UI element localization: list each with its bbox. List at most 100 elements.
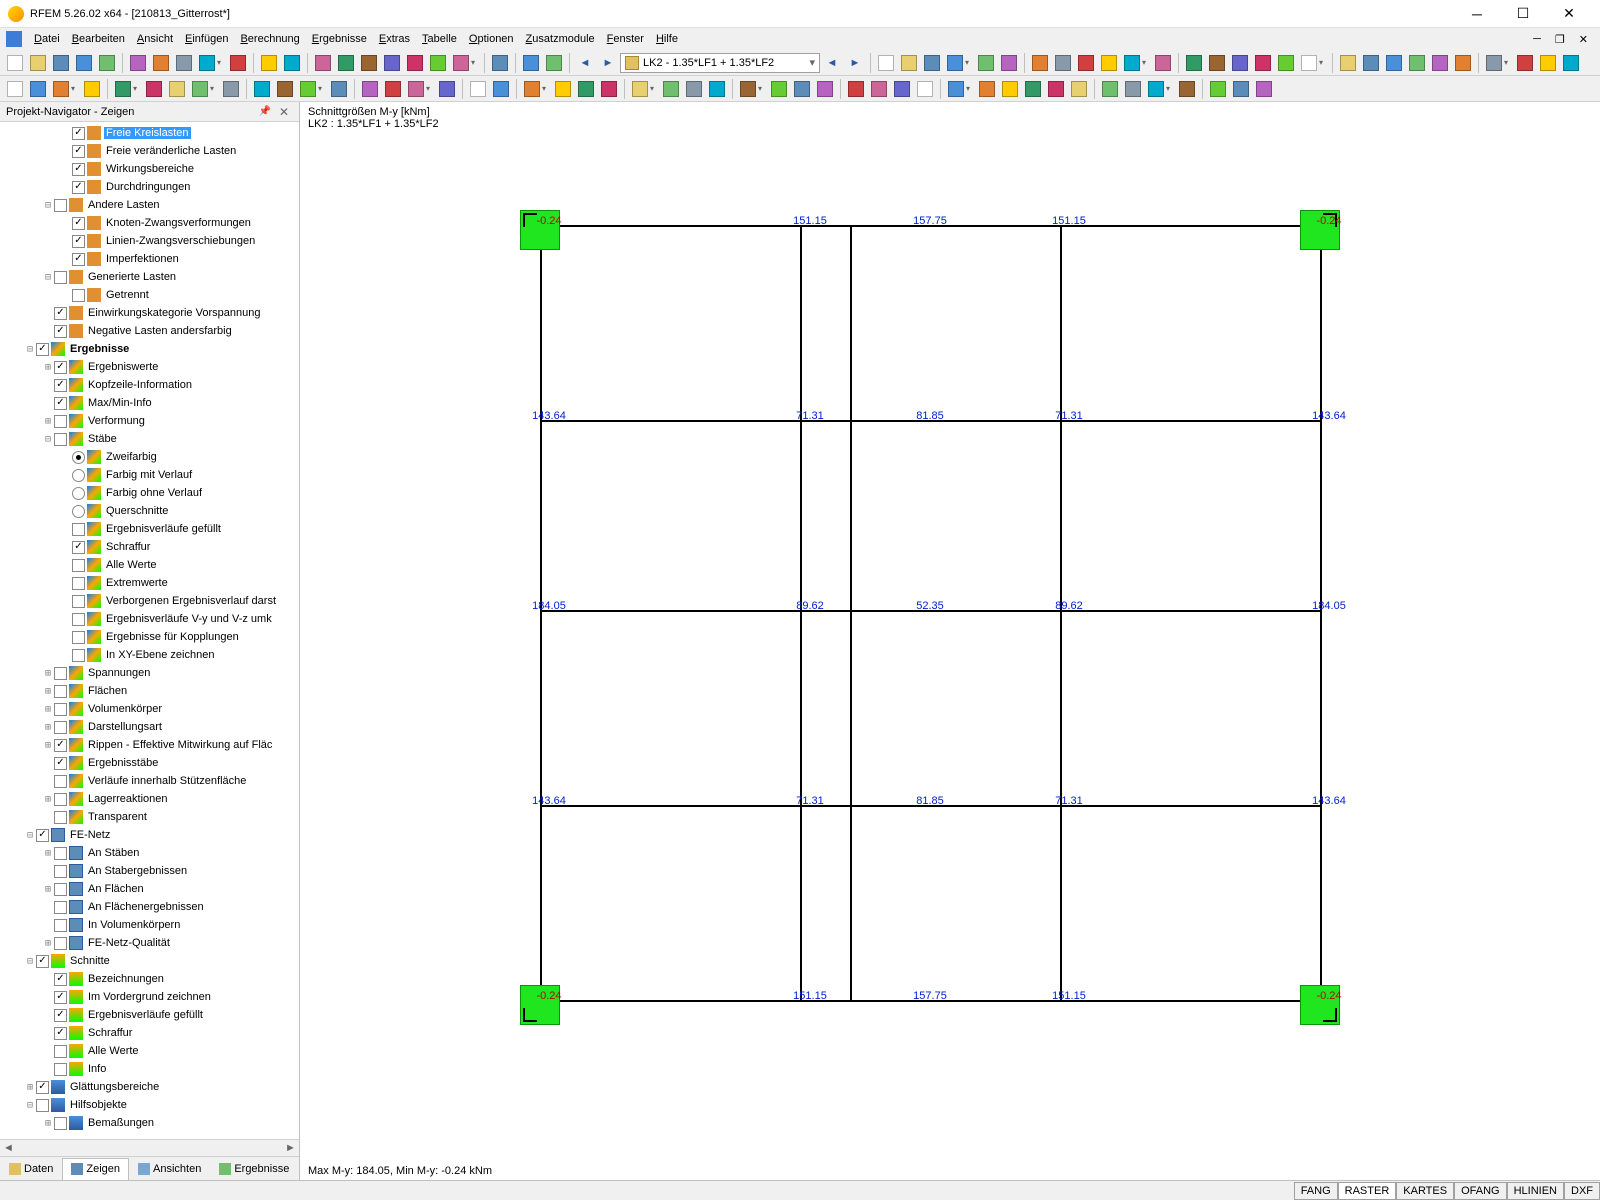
toolbar-button[interactable] — [1183, 52, 1205, 74]
toolbar-button[interactable] — [1068, 78, 1090, 100]
system-icon[interactable] — [6, 31, 22, 47]
menu-extras[interactable]: Extras — [373, 31, 416, 47]
toolbar-button[interactable] — [1514, 52, 1536, 74]
checkbox-icon[interactable] — [54, 361, 67, 374]
radio-icon[interactable] — [72, 451, 85, 464]
checkbox-icon[interactable] — [72, 559, 85, 572]
tree-item[interactable]: Verborgenen Ergebnisverlauf darst — [0, 592, 299, 610]
checkbox-icon[interactable] — [36, 1081, 49, 1094]
toolbar-button[interactable]: ▾ — [297, 78, 327, 100]
tree-item[interactable]: Imperfektionen — [0, 250, 299, 268]
nav-arrow[interactable]: ◄ — [821, 52, 843, 74]
checkbox-icon[interactable] — [54, 1063, 67, 1076]
checkbox-icon[interactable] — [72, 289, 85, 302]
toolbar-button[interactable]: ▾ — [1121, 52, 1151, 74]
status-raster[interactable]: RASTER — [1338, 1182, 1397, 1200]
tree-item[interactable]: Extremwerte — [0, 574, 299, 592]
toolbar-button[interactable] — [81, 78, 103, 100]
checkbox-icon[interactable] — [54, 415, 67, 428]
checkbox-icon[interactable] — [54, 703, 67, 716]
tree-item[interactable]: Verläufe innerhalb Stützenfläche — [0, 772, 299, 790]
tree-item[interactable]: ⊞Ergebniswerte — [0, 358, 299, 376]
tree-item[interactable]: Durchdringungen — [0, 178, 299, 196]
toolbar-button[interactable] — [706, 78, 728, 100]
tree-item[interactable]: ⊟Stäbe — [0, 430, 299, 448]
tree-item[interactable]: ⊟Ergebnisse — [0, 340, 299, 358]
checkbox-icon[interactable] — [72, 145, 85, 158]
toolbar-button[interactable] — [335, 52, 357, 74]
toolbar-button[interactable] — [1537, 52, 1559, 74]
toolbar-button[interactable] — [1045, 78, 1067, 100]
checkbox-icon[interactable] — [54, 325, 67, 338]
checkbox-icon[interactable] — [54, 379, 67, 392]
toolbar-button[interactable] — [598, 78, 620, 100]
toolbar-button[interactable] — [358, 52, 380, 74]
toolbar-button[interactable]: ▾ — [737, 78, 767, 100]
menu-bearbeiten[interactable]: Bearbeiten — [66, 31, 131, 47]
tree-item[interactable]: ⊞Volumenkörper — [0, 700, 299, 718]
checkbox-icon[interactable] — [72, 595, 85, 608]
checkbox-icon[interactable] — [72, 523, 85, 536]
status-dxf[interactable]: DXF — [1564, 1182, 1600, 1200]
tree-item[interactable]: Linien-Zwangsverschiebungen — [0, 232, 299, 250]
tree-item[interactable]: ⊟Andere Lasten — [0, 196, 299, 214]
maximize-button[interactable]: ☐ — [1500, 0, 1546, 28]
radio-icon[interactable] — [72, 487, 85, 500]
toolbar-button[interactable] — [976, 78, 998, 100]
toolbar-button[interactable] — [1230, 78, 1252, 100]
toolbar-button[interactable] — [427, 52, 449, 74]
tree-item[interactable]: Freie Kreislasten — [0, 124, 299, 142]
toolbar-button[interactable] — [1383, 52, 1405, 74]
toolbar-button[interactable] — [312, 52, 334, 74]
toolbar-button[interactable]: ▾ — [1298, 52, 1328, 74]
tree-item[interactable]: Schraffur — [0, 538, 299, 556]
checkbox-icon[interactable] — [72, 217, 85, 230]
mdi-restore[interactable]: ❐ — [1549, 31, 1571, 48]
toolbar-button[interactable] — [1207, 78, 1229, 100]
checkbox-icon[interactable] — [54, 883, 67, 896]
tree-item[interactable]: Im Vordergrund zeichnen — [0, 988, 299, 1006]
checkbox-icon[interactable] — [54, 811, 67, 824]
toolbar-button[interactable] — [4, 52, 26, 74]
nav-tab-daten[interactable]: Daten — [0, 1158, 62, 1180]
toolbar-button[interactable] — [575, 78, 597, 100]
tree-item[interactable]: Ergebnisstäbe — [0, 754, 299, 772]
toolbar-button[interactable] — [898, 52, 920, 74]
tree-item[interactable]: ⊞FE-Netz-Qualität — [0, 934, 299, 952]
checkbox-icon[interactable] — [54, 397, 67, 410]
toolbar-button[interactable] — [1275, 52, 1297, 74]
scroll-right-icon[interactable]: ► — [282, 1140, 299, 1156]
close-button[interactable]: ✕ — [1546, 0, 1592, 28]
tree-item[interactable]: Info — [0, 1060, 299, 1078]
toolbar-button[interactable] — [1429, 52, 1451, 74]
tree-item[interactable]: In Volumenkörpern — [0, 916, 299, 934]
toolbar-button[interactable] — [1560, 52, 1582, 74]
toolbar-button[interactable] — [891, 78, 913, 100]
toolbar-button[interactable] — [543, 52, 565, 74]
toolbar-button[interactable]: ▾ — [1483, 52, 1513, 74]
toolbar-button[interactable] — [768, 78, 790, 100]
nav-tab-ansichten[interactable]: Ansichten — [129, 1158, 210, 1180]
tree-item[interactable]: Farbig ohne Verlauf — [0, 484, 299, 502]
toolbar-button[interactable] — [1252, 52, 1274, 74]
checkbox-icon[interactable] — [72, 127, 85, 140]
menu-berechnung[interactable]: Berechnung — [234, 31, 305, 47]
checkbox-icon[interactable] — [54, 307, 67, 320]
loadcase-combo[interactable]: LK2 - 1.35*LF1 + 1.35*LF2▾ — [620, 53, 820, 73]
toolbar-button[interactable] — [1337, 52, 1359, 74]
menu-tabelle[interactable]: Tabelle — [416, 31, 463, 47]
menu-optionen[interactable]: Optionen — [463, 31, 520, 47]
toolbar-button[interactable] — [274, 78, 296, 100]
scroll-left-icon[interactable]: ◄ — [0, 1140, 17, 1156]
toolbar-button[interactable] — [1029, 52, 1051, 74]
checkbox-icon[interactable] — [72, 541, 85, 554]
tree-item[interactable]: Bezeichnungen — [0, 970, 299, 988]
checkbox-icon[interactable] — [54, 721, 67, 734]
checkbox-icon[interactable] — [54, 433, 67, 446]
checkbox-icon[interactable] — [72, 163, 85, 176]
checkbox-icon[interactable] — [54, 667, 67, 680]
checkbox-icon[interactable] — [54, 757, 67, 770]
toolbar-button[interactable] — [281, 52, 303, 74]
tree-item[interactable]: Max/Min-Info — [0, 394, 299, 412]
tree-item[interactable]: Negative Lasten andersfarbig — [0, 322, 299, 340]
